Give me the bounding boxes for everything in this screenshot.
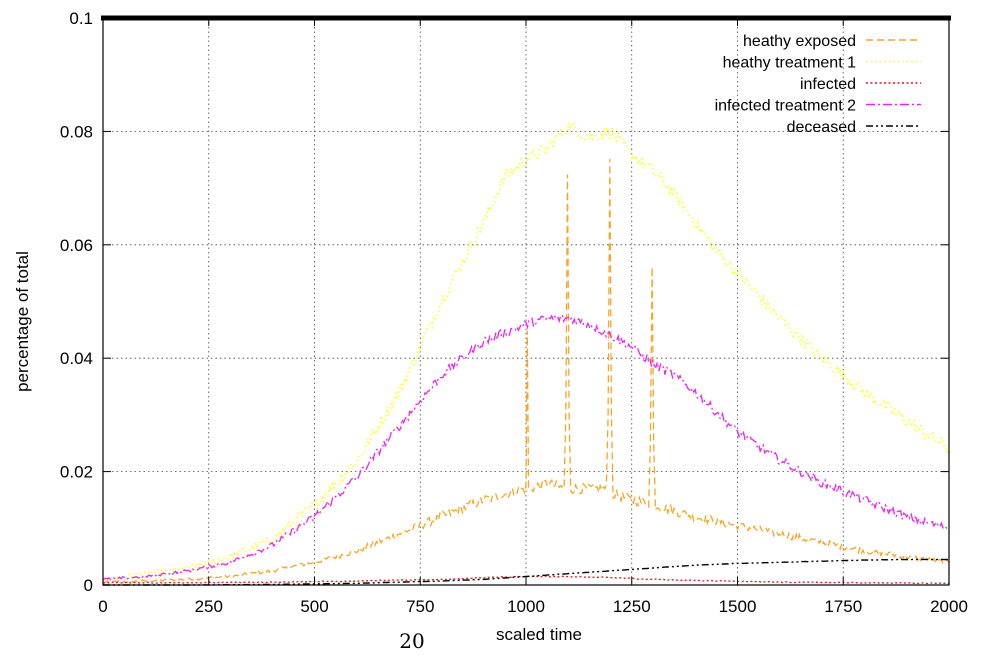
x-tick-label: 1250 [613,597,651,616]
axis-ticks: 0 250 500 750 1000 1250 1500 1750 2000 0 0.02 0.04 0… [60,9,968,616]
legend-label: deceased [787,119,856,136]
x-axis-label: scaled time [496,625,582,644]
page-number: 20 [399,629,424,653]
grid [103,18,949,585]
series-line-heathy-exposed [102,158,950,584]
x-tick-label: 2000 [930,597,968,616]
y-tick-label: 0 [84,576,93,595]
y-tick-label: 0.04 [60,349,93,368]
x-tick-label: 250 [195,597,223,616]
x-tick-label: 500 [300,597,328,616]
legend-label: heathy treatment 1 [723,55,857,72]
x-tick-label: 1750 [824,597,862,616]
y-tick-label: 0.1 [69,9,93,28]
legend: heathy exposed heathy treatment 1 infected… [715,33,921,136]
y-tick-label: 0.06 [60,236,93,255]
x-tick-label: 750 [406,597,434,616]
y-tick-label: 0.08 [60,122,93,141]
x-tick-label: 0 [98,597,107,616]
legend-label: infected [800,76,856,93]
y-axis-label: percentage of total [13,251,32,392]
x-tick-label: 1500 [719,597,757,616]
series-line-infected [102,575,950,585]
series-line-infected-treatment-2 [102,314,950,581]
series-lines [102,121,950,586]
x-tick-label: 1000 [507,597,545,616]
legend-label: infected treatment 2 [715,98,857,115]
y-tick-label: 0.02 [60,463,93,482]
legend-label: heathy exposed [743,33,856,50]
